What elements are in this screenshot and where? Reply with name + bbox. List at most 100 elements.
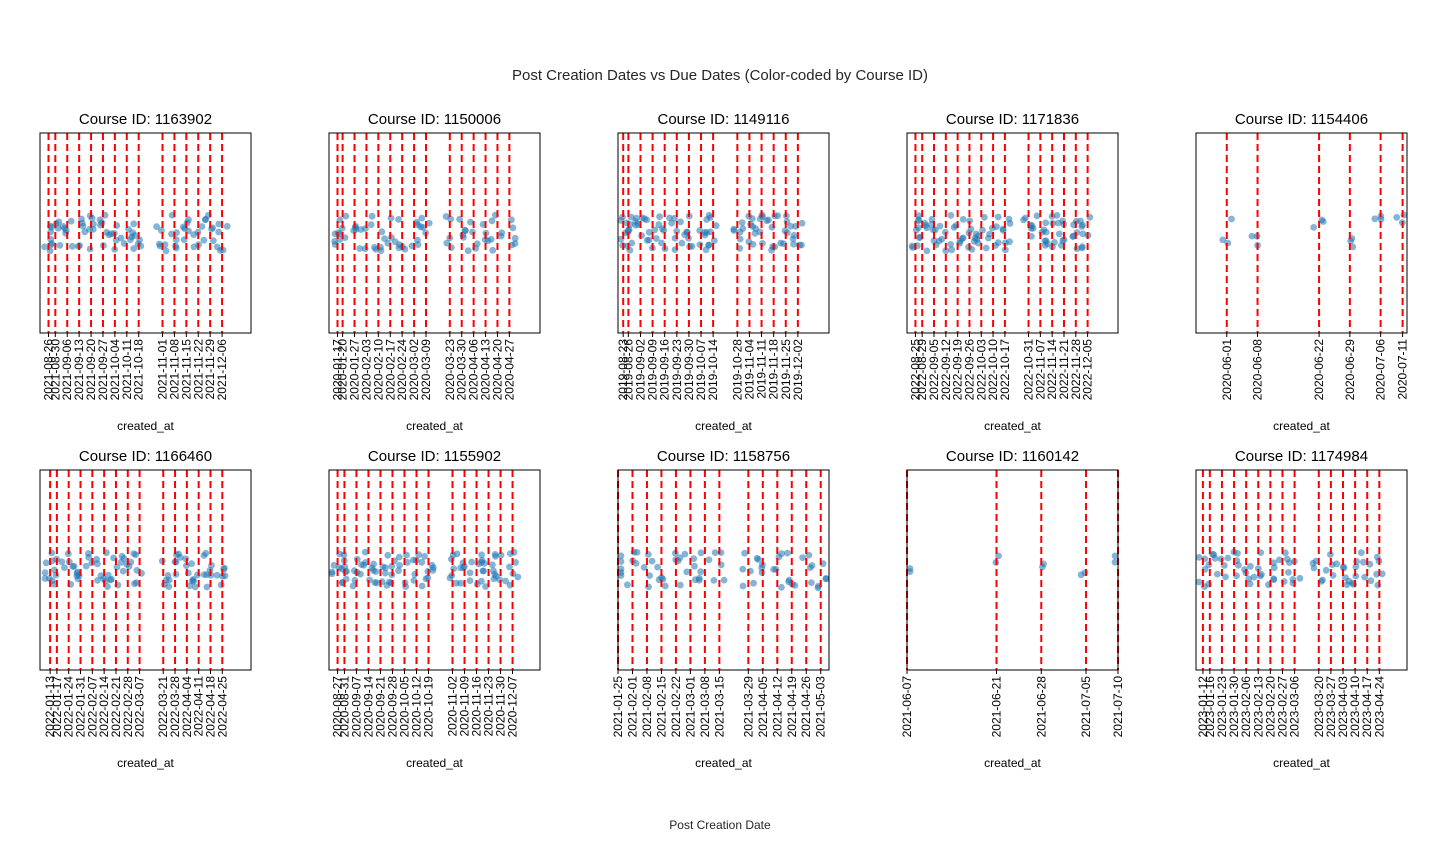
data-point xyxy=(489,561,496,569)
data-point xyxy=(661,582,669,590)
data-point xyxy=(617,552,625,560)
data-point xyxy=(1352,572,1360,580)
data-point xyxy=(177,553,184,561)
x-tick-label: 2022-03-07 xyxy=(133,676,147,738)
data-point xyxy=(73,572,81,580)
data-point xyxy=(1060,236,1068,244)
data-point xyxy=(688,242,696,250)
data-point xyxy=(690,555,698,563)
data-point xyxy=(450,565,458,573)
data-point xyxy=(428,561,436,569)
data-point xyxy=(82,562,90,570)
x-tick-label: 2023-04-17 xyxy=(1360,676,1374,738)
data-point xyxy=(683,568,691,576)
data-point xyxy=(403,558,411,566)
data-point xyxy=(1373,570,1380,578)
data-point xyxy=(701,231,709,239)
data-point xyxy=(379,563,387,571)
x-tick-label: 2021-07-05 xyxy=(1079,676,1093,738)
data-point xyxy=(947,241,954,248)
data-point xyxy=(798,219,806,227)
data-point xyxy=(468,558,476,566)
data-point xyxy=(368,212,376,220)
x-tick-label: 2022-08-29 xyxy=(915,339,929,401)
axes-frame xyxy=(906,132,1119,334)
data-point xyxy=(443,239,451,247)
data-point xyxy=(1327,551,1334,558)
x-tick-label: 2020-01-27 xyxy=(348,339,362,401)
x-tick-label: 2021-03-01 xyxy=(683,676,697,738)
data-point xyxy=(484,237,492,245)
data-point xyxy=(130,550,138,557)
data-point xyxy=(1224,554,1232,562)
x-tick-label: 2019-09-30 xyxy=(682,339,696,401)
data-point xyxy=(162,247,170,255)
subplot: Course ID: 11664602022-01-132022-01-1720… xyxy=(39,448,252,770)
data-point xyxy=(1195,578,1203,586)
subplot-grid: Course ID: 11639022021-08-262021-08-3020… xyxy=(39,111,1410,770)
data-point xyxy=(59,223,67,230)
subplot-title: Course ID: 1154406 xyxy=(1235,111,1368,128)
data-point xyxy=(409,556,417,564)
x-tick-label: 2021-04-12 xyxy=(770,676,784,738)
data-point xyxy=(915,224,922,232)
data-point xyxy=(653,235,660,242)
x-axis-label: created_at xyxy=(117,756,174,770)
x-tick-label: 2021-11-22 xyxy=(191,339,205,400)
data-point xyxy=(497,232,505,240)
data-point xyxy=(1039,563,1046,571)
data-point xyxy=(1213,570,1221,578)
x-tick-label: 2020-04-20 xyxy=(490,339,504,401)
x-tick-label: 2021-11-29 xyxy=(203,339,217,400)
x-tick-label: 2023-01-23 xyxy=(1215,676,1229,738)
x-tick-label: 2020-07-06 xyxy=(1374,339,1388,401)
data-point xyxy=(1296,574,1304,582)
data-point xyxy=(754,556,762,563)
subplot-title: Course ID: 1166460 xyxy=(79,448,212,465)
data-point xyxy=(994,213,1002,221)
data-point xyxy=(710,237,718,245)
data-point xyxy=(950,224,958,231)
x-tick-label: 2019-08-26 xyxy=(621,339,635,401)
data-point xyxy=(511,234,519,242)
subplot: Course ID: 11500062020-01-172020-01-2020… xyxy=(328,111,541,433)
x-tick-label: 2020-11-02 xyxy=(446,676,460,737)
data-point xyxy=(1270,564,1278,572)
data-point xyxy=(644,551,652,558)
data-point xyxy=(705,211,713,219)
x-axis-label: created_at xyxy=(984,419,1041,433)
data-point xyxy=(1042,228,1050,236)
data-point xyxy=(512,559,519,566)
data-point xyxy=(1312,557,1320,565)
x-tick-label: 2022-01-31 xyxy=(74,676,88,738)
data-point xyxy=(739,565,747,573)
data-point xyxy=(502,577,509,585)
data-point xyxy=(478,551,485,559)
data-point xyxy=(956,237,964,245)
data-point xyxy=(789,235,797,243)
x-tick-label: 2020-10-12 xyxy=(409,676,423,738)
data-point xyxy=(1054,219,1062,227)
x-tick-label: 2020-06-22 xyxy=(1312,339,1326,401)
data-point xyxy=(421,553,428,560)
data-point xyxy=(624,581,631,589)
data-point xyxy=(395,553,403,561)
data-point xyxy=(995,552,1002,560)
x-tick-label: 2021-09-13 xyxy=(72,339,86,401)
x-tick-label: 2022-11-07 xyxy=(1033,339,1047,400)
data-point xyxy=(1377,216,1385,223)
data-point xyxy=(1044,240,1051,248)
x-tick-label: 2021-07-10 xyxy=(1111,676,1125,738)
x-tick-label: 2019-11-25 xyxy=(779,339,793,400)
data-point xyxy=(1254,565,1262,572)
axes-frame xyxy=(1195,469,1408,671)
x-tick-label: 2021-08-26 xyxy=(42,339,56,401)
x-tick-label: 2022-09-12 xyxy=(939,339,953,401)
data-point xyxy=(643,216,651,224)
data-point xyxy=(58,558,66,566)
figure-x-label: Post Creation Date xyxy=(669,818,771,832)
data-point xyxy=(1195,554,1203,561)
data-point xyxy=(203,583,211,591)
data-point xyxy=(466,569,474,577)
data-point xyxy=(202,549,210,557)
